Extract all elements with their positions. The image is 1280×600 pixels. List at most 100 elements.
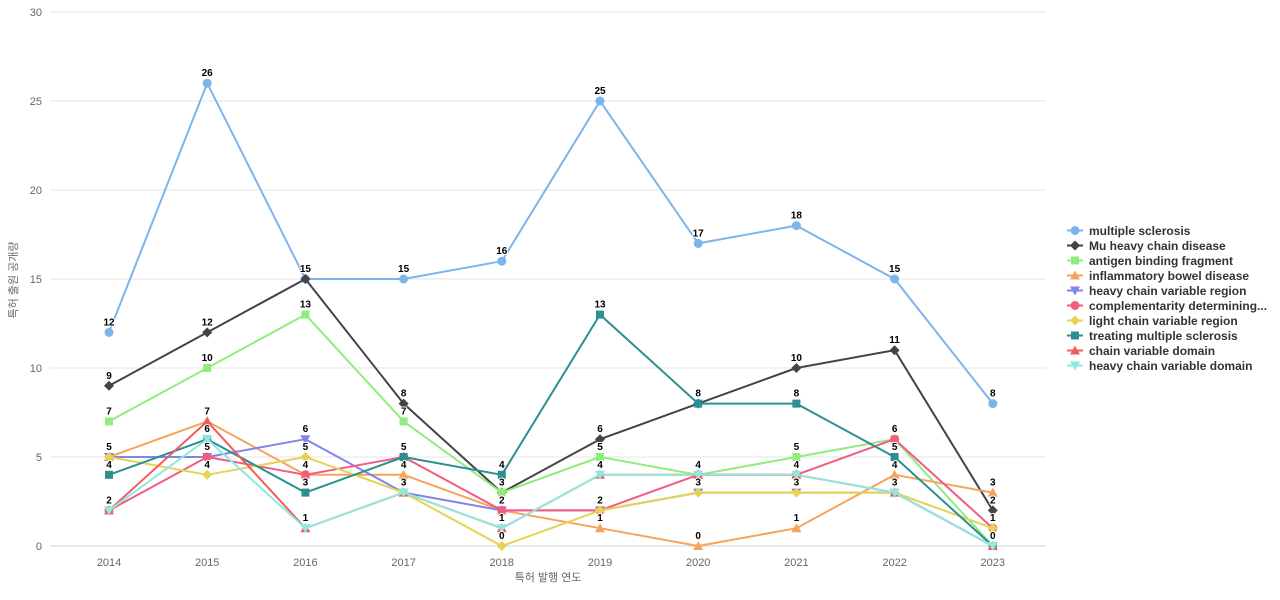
legend-item-label: complementarity determining... [1089, 298, 1268, 313]
svg-text:6: 6 [892, 424, 898, 435]
svg-text:4: 4 [597, 460, 603, 471]
svg-text:12: 12 [103, 317, 115, 328]
svg-text:5: 5 [36, 452, 42, 464]
legend-marker-icon [1067, 226, 1083, 235]
svg-text:5: 5 [597, 442, 603, 453]
svg-text:10: 10 [30, 363, 42, 375]
svg-text:4: 4 [401, 460, 407, 471]
legend-item-label: Mu heavy chain disease [1089, 238, 1226, 253]
svg-text:15: 15 [398, 264, 410, 275]
legend-item-heavy-chain-variable-domain[interactable]: heavy chain variable domain [1066, 358, 1267, 373]
svg-text:11: 11 [889, 335, 900, 346]
svg-text:4: 4 [303, 460, 309, 471]
legend-item-treating-multiple-sclerosis[interactable]: treating multiple sclerosis [1066, 328, 1267, 343]
svg-text:5: 5 [892, 442, 898, 453]
legend-marker-icon [1067, 256, 1083, 265]
svg-text:12: 12 [202, 317, 214, 328]
svg-text:5: 5 [303, 442, 309, 453]
legend-marker-icon [1067, 301, 1083, 310]
y-axis-title: 특허 출원 공개량 [7, 242, 20, 319]
svg-text:4: 4 [695, 460, 701, 471]
svg-text:5: 5 [794, 442, 800, 453]
svg-text:2018: 2018 [490, 557, 514, 569]
legend-marker-icon [1067, 361, 1083, 371]
svg-text:8: 8 [794, 389, 800, 400]
svg-text:5: 5 [106, 442, 112, 453]
svg-text:2022: 2022 [882, 557, 906, 569]
svg-text:7: 7 [204, 406, 210, 417]
svg-text:16: 16 [496, 246, 508, 257]
svg-text:2023: 2023 [981, 557, 1005, 569]
svg-text:15: 15 [30, 274, 42, 286]
svg-text:1: 1 [303, 513, 309, 524]
legend-item-chain-variable-domain[interactable]: chain variable domain [1066, 343, 1267, 358]
svg-text:0: 0 [990, 531, 996, 542]
svg-text:0: 0 [695, 531, 701, 542]
legend-marker-icon [1067, 331, 1083, 340]
x-axis-title: 특허 발행 연도 [515, 571, 582, 584]
svg-text:3: 3 [990, 478, 996, 489]
svg-text:7: 7 [106, 406, 112, 417]
svg-text:30: 30 [30, 7, 42, 19]
svg-text:3: 3 [794, 478, 800, 489]
svg-text:4: 4 [106, 460, 112, 471]
svg-text:3: 3 [499, 478, 505, 489]
svg-text:2: 2 [106, 495, 112, 506]
legend-item-label: chain variable domain [1089, 343, 1216, 358]
legend-item-label: antigen binding fragment [1089, 253, 1233, 268]
svg-text:3: 3 [401, 478, 407, 489]
svg-text:2015: 2015 [195, 557, 219, 569]
legend-marker-icon [1067, 286, 1083, 296]
legend-marker-icon [1067, 315, 1083, 326]
svg-text:6: 6 [204, 424, 210, 435]
svg-text:18: 18 [791, 211, 803, 222]
svg-text:4: 4 [794, 460, 800, 471]
svg-text:1: 1 [990, 513, 996, 524]
svg-text:5: 5 [204, 442, 210, 453]
legend-item-light-chain-variable-region[interactable]: light chain variable region [1066, 313, 1267, 328]
legend-item-antigen-binding-fragment[interactable]: antigen binding fragment [1066, 253, 1267, 268]
svg-text:13: 13 [300, 300, 312, 311]
legend-item-inflammatory-bowel-disease[interactable]: inflammatory bowel disease [1066, 268, 1267, 283]
legend-item-label: light chain variable region [1089, 313, 1238, 328]
svg-text:4: 4 [499, 460, 505, 471]
legend-item-mu-heavy-chain-disease[interactable]: Mu heavy chain disease [1066, 238, 1267, 253]
svg-text:6: 6 [303, 424, 309, 435]
svg-text:2016: 2016 [293, 557, 317, 569]
svg-text:2020: 2020 [686, 557, 710, 569]
svg-text:20: 20 [30, 185, 42, 197]
svg-text:2: 2 [990, 495, 996, 506]
legend-item-multiple-sclerosis[interactable]: multiple sclerosis [1066, 223, 1267, 238]
legend-item-label: inflammatory bowel disease [1089, 268, 1250, 283]
svg-text:9: 9 [106, 371, 112, 382]
svg-text:1: 1 [794, 513, 800, 524]
svg-text:4: 4 [204, 460, 210, 471]
svg-text:0: 0 [499, 531, 505, 542]
legend-marker-icon [1067, 240, 1083, 251]
svg-text:3: 3 [303, 478, 309, 489]
svg-text:17: 17 [693, 228, 705, 239]
svg-text:3: 3 [695, 478, 701, 489]
svg-text:2: 2 [597, 495, 603, 506]
legend-item-label: multiple sclerosis [1089, 223, 1191, 238]
svg-text:10: 10 [791, 353, 803, 364]
legend-item-complementarity-determining[interactable]: complementarity determining... [1066, 298, 1267, 313]
svg-text:7: 7 [401, 406, 407, 417]
svg-text:8: 8 [990, 389, 996, 400]
legend-item-label: heavy chain variable region [1089, 283, 1247, 298]
legend-item-heavy-chain-variable-region[interactable]: heavy chain variable region [1066, 283, 1267, 298]
svg-text:2019: 2019 [588, 557, 612, 569]
legend-marker-icon [1067, 345, 1083, 355]
svg-text:2: 2 [499, 495, 505, 506]
legend-item-label: treating multiple sclerosis [1089, 328, 1238, 343]
svg-text:8: 8 [401, 389, 407, 400]
legend-marker-icon [1067, 270, 1083, 280]
svg-text:6: 6 [597, 424, 603, 435]
svg-text:2014: 2014 [97, 557, 121, 569]
svg-text:25: 25 [30, 96, 42, 108]
svg-text:13: 13 [594, 300, 606, 311]
svg-text:10: 10 [202, 353, 214, 364]
chart-legend: multiple sclerosis Mu heavy chain disease… [1066, 223, 1267, 373]
